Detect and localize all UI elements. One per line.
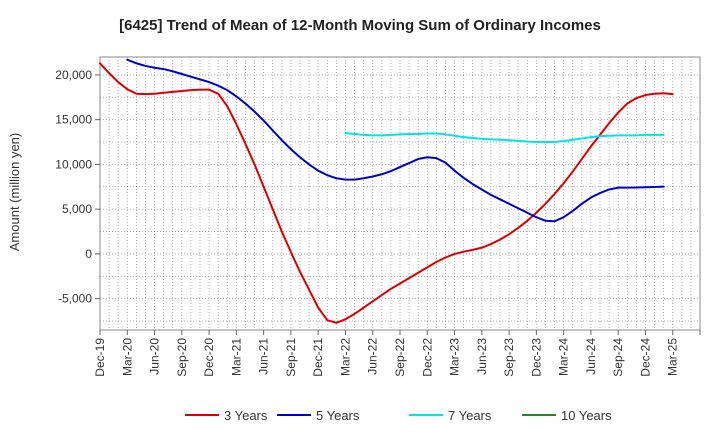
y-tick-label: 10,000: [55, 157, 92, 171]
y-tick-label: 20,000: [55, 68, 92, 82]
x-tick-label: Mar-23: [448, 338, 462, 376]
x-tick-label: Sep-23: [502, 338, 516, 377]
legend: 3 Years 5 Years 7 Years 10 Years: [185, 408, 612, 423]
x-tick-label: Sep-20: [175, 338, 189, 377]
series-line-7-years: [344, 132, 665, 144]
legend-label-5-years: 5 Years: [316, 408, 360, 423]
plot-area: [99, 56, 701, 331]
x-tick-label: Dec-19: [93, 338, 107, 377]
x-tick-label: Mar-25: [666, 338, 680, 376]
x-axis: Dec-19 Mar-20 Jun-20 Sep-20 Dec-20 Mar-21 Jun-…: [93, 330, 701, 377]
x-tick-label: Jun-22: [366, 338, 380, 375]
x-tick-label: Mar-21: [229, 338, 243, 376]
x-tick-label: Sep-22: [393, 338, 407, 377]
y-tick-label: 15,000: [55, 113, 92, 127]
legend-label-7-years: 7 Years: [448, 408, 492, 423]
x-tick-label: Dec-24: [638, 338, 652, 377]
legend-label-3-years: 3 Years: [224, 408, 268, 423]
x-tick-label: Jun-24: [584, 338, 598, 375]
y-axis: -5,000 0 5,000 10,000 15,000 20,000: [55, 68, 100, 306]
x-tick-label: Mar-20: [120, 338, 134, 376]
x-tick-label: Sep-24: [611, 338, 625, 377]
y-tick-label: 5,000: [62, 202, 92, 216]
chart-title: [6425] Trend of Mean of 12-Month Moving …: [119, 17, 601, 34]
legend-label-10-years: 10 Years: [561, 408, 612, 423]
series-line-3-years: [99, 62, 674, 324]
x-tick-label: Jun-20: [148, 338, 162, 375]
grid: [100, 57, 700, 330]
y-tick-label: 0: [85, 247, 92, 261]
y-tick-label: -5,000: [58, 292, 92, 306]
x-tick-label: Jun-21: [257, 338, 271, 375]
series-line-5-years: [126, 58, 665, 223]
x-tick-label: Dec-20: [202, 338, 216, 377]
x-tick-label: Dec-23: [529, 338, 543, 377]
series-group: [99, 58, 674, 324]
x-tick-label: Jun-23: [475, 338, 489, 375]
y-axis-label: Amount (million yen): [7, 133, 22, 252]
x-tick-label: Dec-21: [311, 338, 325, 377]
x-tick-label: Dec-22: [420, 338, 434, 377]
x-tick-label: Mar-22: [338, 338, 352, 376]
x-tick-label: Mar-24: [557, 338, 571, 376]
x-tick-label: Sep-21: [284, 338, 298, 377]
